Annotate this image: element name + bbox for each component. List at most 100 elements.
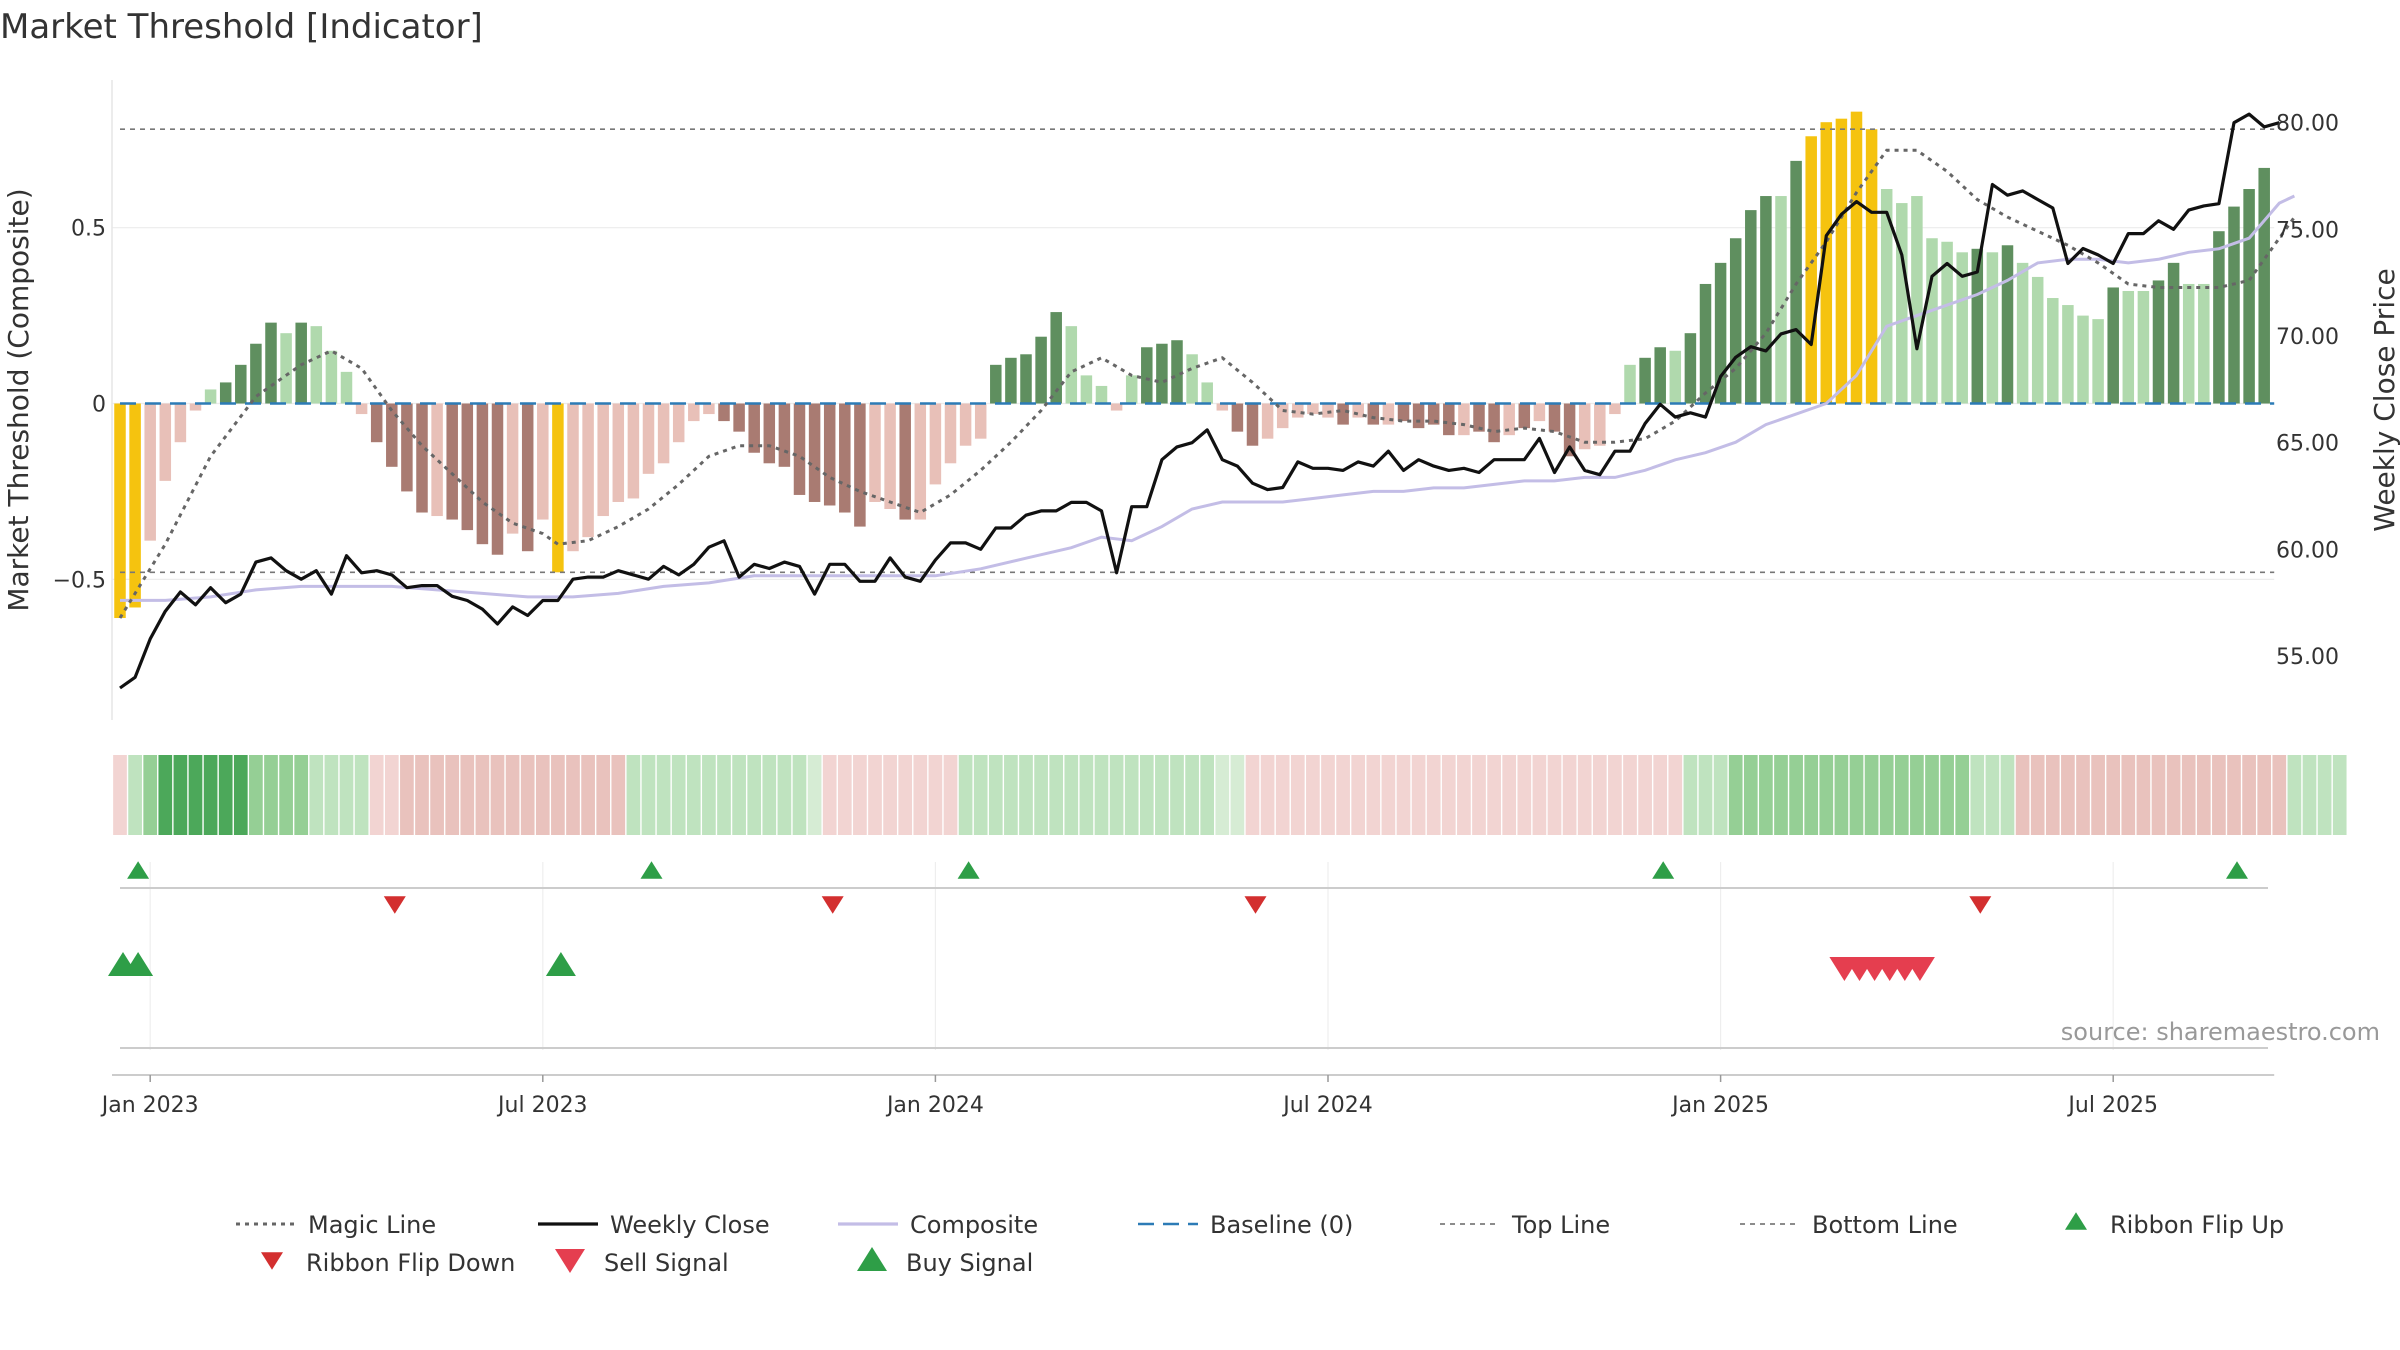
composite-bar <box>2167 262 2180 404</box>
ribbon-segment <box>1275 755 1290 835</box>
composite-bar <box>1775 196 1787 404</box>
composite-bar <box>2198 283 2210 404</box>
ribbon-segment <box>641 755 656 835</box>
ribbon-segment <box>2000 755 2015 835</box>
composite-bar <box>1231 403 1244 432</box>
x-tick-label: Jul 2025 <box>2066 1093 2158 1118</box>
axes: 0.5 0 −0.5 80.00 75.00 70.00 65.00 60.00 55.00 Ja… <box>53 80 2339 1118</box>
ribbon-segment <box>792 755 807 835</box>
ribbon-segment <box>1925 755 1939 835</box>
composite-bar <box>1896 203 1908 404</box>
composite-bar <box>1503 403 1515 436</box>
sell-signal-marker <box>1904 957 1935 981</box>
composite-bar <box>823 403 836 506</box>
ribbon-segment <box>2302 755 2317 835</box>
y-tick-right: 80.00 <box>2276 112 2339 137</box>
ribbon-segment <box>1260 755 1275 835</box>
ribbon-segment <box>505 755 520 835</box>
composite-bar <box>370 403 383 443</box>
ribbon-segment <box>369 755 384 835</box>
ribbon-segment <box>1366 755 1381 835</box>
composite-bar <box>582 403 594 538</box>
signal-markers <box>108 861 2248 981</box>
ribbon-segment <box>158 755 173 835</box>
composite-bar <box>265 322 277 404</box>
composite-bar <box>1548 403 1561 432</box>
ribbon-segment <box>2272 755 2287 835</box>
ribbon-segment <box>2181 755 2196 835</box>
x-tick-label: Jan 2025 <box>1670 1093 1769 1118</box>
ribbon-segment <box>853 755 867 835</box>
composite-bar <box>2077 315 2089 404</box>
y-tick-right: 60.00 <box>2276 538 2339 563</box>
legend-label: Ribbon Flip Up <box>2110 1211 2284 1239</box>
ribbon-segment <box>1698 755 1713 835</box>
legend-label: Top Line <box>1511 1211 1610 1239</box>
ribbon-segment <box>128 755 142 835</box>
ribbon-segment <box>596 755 611 835</box>
ribbon-segment <box>1743 755 1758 835</box>
ribbon-segment <box>1200 755 1215 835</box>
legend-swatch <box>555 1249 585 1273</box>
composite-bar <box>1835 118 1848 404</box>
ribbon-segment <box>2061 755 2075 835</box>
composite-bar <box>1624 364 1636 404</box>
chart-title: Market Threshold [Indicator] <box>0 7 483 47</box>
composite-bar <box>537 403 549 520</box>
composite-bar <box>1911 196 1923 404</box>
composite-bar <box>1986 252 1999 404</box>
x-tick-label: Jan 2024 <box>885 1093 984 1118</box>
ribbon-segment <box>1004 755 1018 835</box>
ribbon-flip-down-marker <box>821 896 844 914</box>
legend-label: Buy Signal <box>906 1249 1033 1277</box>
ribbon-flip-down-marker <box>383 896 406 914</box>
composite-bar <box>1518 403 1531 429</box>
composite-bars <box>114 111 2270 619</box>
composite-bar <box>1654 347 1666 404</box>
ribbon-flip-up-marker <box>1652 861 1675 879</box>
composite-bar <box>189 403 202 411</box>
ribbon-flip-up-marker <box>957 861 980 879</box>
composite-bar <box>476 403 489 545</box>
composite-bar <box>2107 287 2119 404</box>
composite-bar <box>1820 122 1833 404</box>
ribbon-segment <box>1230 755 1245 835</box>
ribbon-segment <box>1517 755 1532 835</box>
ribbon-segment <box>2166 755 2181 835</box>
composite-bar <box>929 403 942 485</box>
ribbon-segment <box>1774 755 1788 835</box>
ribbon-segment <box>309 755 324 835</box>
composite-bar <box>567 403 579 552</box>
composite-bar <box>1125 375 1138 404</box>
ribbon-segment <box>1683 755 1698 835</box>
composite-bar <box>763 403 776 464</box>
ribbon-segment <box>988 755 1003 835</box>
ribbon-segment <box>1638 755 1652 835</box>
composite-bar <box>1594 403 1606 446</box>
ribbon-segment <box>2106 755 2121 835</box>
composite-bar <box>1261 403 1274 439</box>
composite-bar <box>959 403 972 446</box>
ribbon-segment <box>1426 755 1441 835</box>
composite-bar <box>1427 403 1440 425</box>
ribbon-segment <box>2242 755 2256 835</box>
ribbon-segment <box>1985 755 2000 835</box>
composite-bar <box>1095 385 1108 404</box>
ribbon-segment <box>1155 755 1169 835</box>
ribbon-segment <box>1139 755 1154 835</box>
composite-bar <box>793 403 806 495</box>
ribbon-segment <box>1064 755 1079 835</box>
composite-bar <box>325 350 338 404</box>
ribbon-segment <box>1049 755 1064 835</box>
ribbon-flip-down-marker <box>1244 896 1267 914</box>
ribbon-segment <box>928 755 943 835</box>
composite-bar <box>703 403 715 415</box>
composite-bar <box>250 343 262 404</box>
composite-bar <box>1382 403 1395 425</box>
composite-bar <box>1956 252 1968 404</box>
composite-bar <box>2031 276 2044 404</box>
composite-bar <box>1050 312 1062 404</box>
legend-label: Sell Signal <box>604 1249 729 1277</box>
ribbon-segment <box>203 755 218 835</box>
